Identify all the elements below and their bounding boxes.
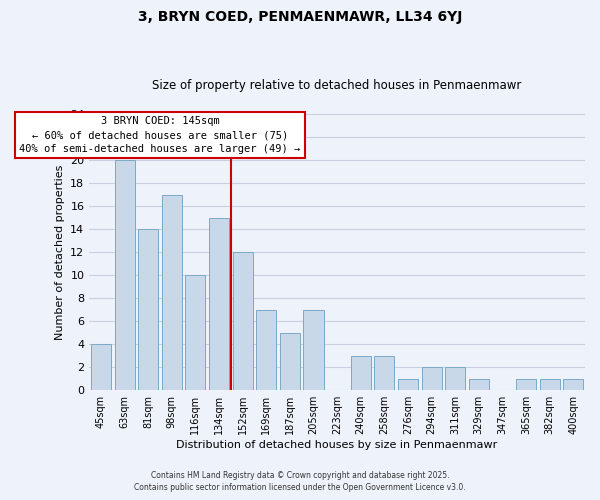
Bar xyxy=(516,378,536,390)
Text: 3, BRYN COED, PENMAENMAWR, LL34 6YJ: 3, BRYN COED, PENMAENMAWR, LL34 6YJ xyxy=(138,10,462,24)
Bar xyxy=(162,194,182,390)
Bar xyxy=(91,344,111,390)
Bar xyxy=(469,378,489,390)
Bar xyxy=(304,310,323,390)
Text: 3 BRYN COED: 145sqm
← 60% of detached houses are smaller (75)
40% of semi-detach: 3 BRYN COED: 145sqm ← 60% of detached ho… xyxy=(19,116,301,154)
Bar xyxy=(185,275,205,390)
Bar xyxy=(350,356,371,390)
Bar xyxy=(374,356,394,390)
Bar xyxy=(563,378,583,390)
Bar xyxy=(209,218,229,390)
Text: Contains HM Land Registry data © Crown copyright and database right 2025.
Contai: Contains HM Land Registry data © Crown c… xyxy=(134,471,466,492)
Bar xyxy=(445,367,465,390)
Bar xyxy=(138,229,158,390)
Bar xyxy=(398,378,418,390)
Bar xyxy=(233,252,253,390)
Y-axis label: Number of detached properties: Number of detached properties xyxy=(55,164,65,340)
Bar xyxy=(256,310,277,390)
Title: Size of property relative to detached houses in Penmaenmawr: Size of property relative to detached ho… xyxy=(152,79,522,92)
X-axis label: Distribution of detached houses by size in Penmaenmawr: Distribution of detached houses by size … xyxy=(176,440,498,450)
Bar xyxy=(539,378,560,390)
Bar xyxy=(115,160,134,390)
Bar xyxy=(280,332,300,390)
Bar xyxy=(422,367,442,390)
